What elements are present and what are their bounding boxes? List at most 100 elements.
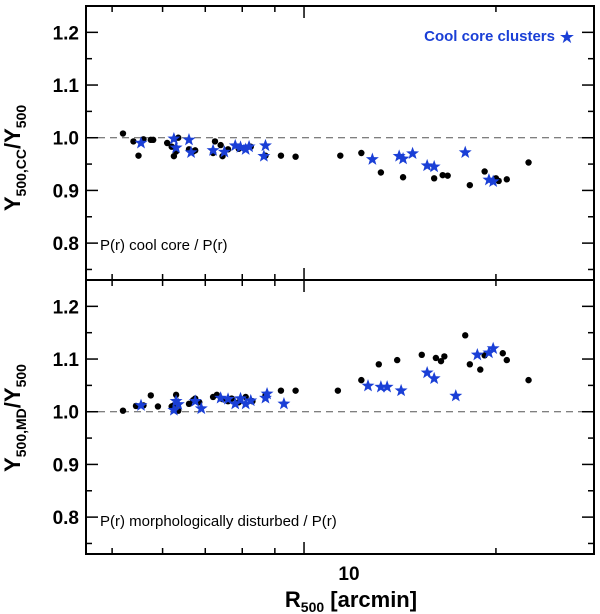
legend-star-icon: ★ (559, 27, 575, 48)
bottom-ytick-label: 0.9 (53, 455, 79, 476)
top-point-circle (170, 152, 178, 160)
top-point-circle (163, 139, 171, 147)
bottom-point-circle (503, 356, 510, 364)
top-point-circle (217, 141, 224, 149)
top-point-star (242, 139, 256, 153)
bottom-point-circle (466, 361, 474, 368)
top-point-circle (119, 130, 127, 137)
top-panel-annotation: P(r) cool core / P(r) (100, 237, 228, 254)
bottom-point-star (188, 394, 202, 407)
bottom-point-circle (292, 387, 299, 394)
top-point-circle (439, 171, 446, 179)
top-point-star (486, 174, 500, 187)
bottom-point-star (470, 348, 484, 361)
bottom-data-points (119, 332, 532, 416)
bottom-point-circle (185, 400, 193, 408)
bottom-point-circle (499, 350, 506, 357)
bottom-point-star (486, 341, 500, 354)
bottom-point-star (239, 397, 253, 410)
bottom-point-star (244, 393, 258, 407)
bottom-point-circle (477, 366, 484, 373)
top-point-star (134, 136, 148, 149)
top-point-star (206, 143, 220, 156)
top-point-star (259, 138, 272, 152)
top-ytick-label: 1.0 (53, 129, 79, 150)
top-point-circle (377, 169, 385, 176)
top-panel: 0.8 0.9 1.0 1.1 1.2 P(r) cool core / P(r) Co… (0, 5, 594, 271)
bottom-point-star (374, 380, 388, 393)
top-point-circle (358, 149, 365, 157)
legend-label: Cool core clusters (424, 28, 555, 45)
top-point-circle (503, 176, 510, 183)
bottom-point-circle (393, 356, 401, 364)
bottom-ytick-label: 0.8 (53, 508, 79, 529)
bottom-point-star (420, 365, 434, 379)
bottom-point-circle (277, 387, 285, 394)
bottom-point-star (449, 389, 463, 402)
top-point-star (392, 149, 406, 162)
top-point-star (239, 142, 253, 155)
top-point-circle (292, 153, 299, 160)
bottom-point-circle (418, 351, 425, 359)
top-point-circle (481, 168, 488, 175)
bottom-ytick-label: 1.0 (53, 403, 79, 424)
top-ytick-label: 0.9 (53, 181, 79, 202)
bottom-point-star (167, 403, 181, 416)
top-point-star (482, 173, 496, 186)
top-ytick-label: 1.1 (53, 76, 80, 97)
top-point-star (167, 131, 181, 145)
top-ytick-label: 0.8 (53, 234, 79, 255)
bottom-point-star (134, 398, 148, 411)
bottom-ytick-label: 1.2 (53, 297, 79, 318)
top-point-star (406, 146, 420, 160)
bottom-point-circle (334, 387, 342, 394)
top-point-star (182, 133, 196, 146)
top-point-star (365, 152, 379, 165)
top-point-circle (135, 152, 142, 159)
top-point-circle (466, 181, 474, 189)
top-point-star (257, 149, 271, 162)
top-ytick-label: 1.2 (53, 23, 79, 44)
top-point-star (234, 140, 247, 153)
top-point-star (169, 140, 183, 154)
bottom-point-star (228, 397, 242, 410)
top-point-circle (444, 172, 451, 179)
top-point-circle (150, 136, 157, 144)
bottom-ytick-label: 1.1 (53, 350, 80, 371)
top-point-circle (430, 175, 438, 182)
bottom-point-circle (375, 361, 382, 368)
bottom-point-circle (462, 332, 469, 339)
top-point-star (228, 138, 242, 152)
top-point-star (396, 152, 410, 165)
bottom-point-star (427, 371, 441, 385)
top-point-star (217, 145, 231, 158)
bottom-point-circle (154, 403, 162, 410)
top-point-circle (525, 159, 532, 166)
bottom-panel-frame (85, 279, 595, 555)
bottom-point-star (394, 383, 408, 397)
top-point-circle (399, 174, 407, 181)
top-point-circle (211, 138, 219, 145)
bottom-point-circle (437, 357, 445, 365)
bottom-point-circle (119, 407, 127, 414)
bottom-panel-annotation: P(r) morphologically disturbed / P(r) (100, 513, 337, 530)
top-point-circle (277, 152, 285, 159)
bottom-point-circle (358, 376, 365, 384)
top-data-points (119, 130, 532, 189)
bottom-point-circle (147, 392, 155, 399)
bottom-point-star (260, 387, 274, 400)
bottom-point-circle (432, 354, 440, 362)
bottom-point-star (234, 391, 247, 405)
bottom-point-star (482, 345, 496, 359)
x-tick-label-10: 10 (338, 564, 359, 585)
bottom-point-star (277, 397, 291, 410)
bottom-y-axis-title: Y500,MD/Y500 (0, 364, 29, 472)
bottom-panel: 0.8 0.9 1.0 1.1 1.2 P(r) morphologically dis… (0, 279, 594, 545)
top-point-star (458, 145, 472, 158)
bottom-point-star (214, 391, 228, 404)
bottom-point-star (194, 401, 208, 415)
bottom-point-star (380, 380, 394, 393)
top-point-star (427, 159, 441, 173)
top-point-star (184, 145, 198, 158)
